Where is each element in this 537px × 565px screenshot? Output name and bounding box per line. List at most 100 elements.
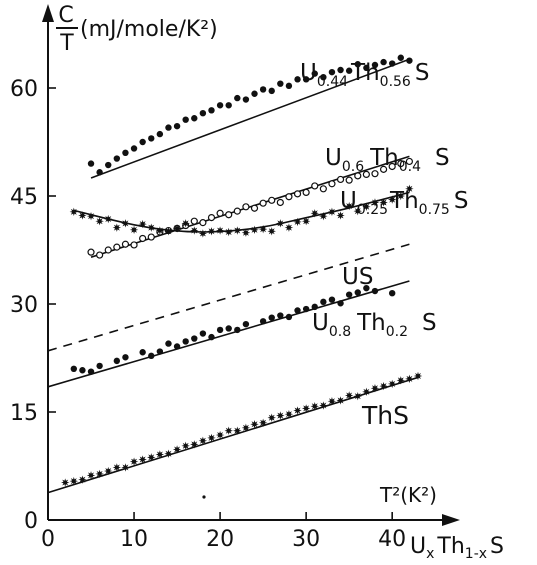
data-point-u0-8th0-2s: [294, 307, 301, 314]
data-point-u0-44th0-56s: [96, 169, 103, 176]
data-point-u0-25th0-75s: [69, 207, 79, 217]
data-point-u0-44th0-56s: [156, 130, 164, 138]
data-point-u0-8th0-2s: [139, 349, 146, 356]
data-point-u0-25th0-75s: [301, 217, 311, 226]
data-point-u0-25th0-75s: [319, 211, 328, 221]
data-point-u0-25th0-75s: [284, 223, 294, 232]
axes: [42, 4, 460, 526]
data-point-ths: [112, 463, 122, 472]
fit-line-ths: [47, 376, 419, 494]
data-point-u0-8th0-2s: [199, 330, 207, 337]
data-point-u0-44th0-56s: [251, 90, 258, 97]
data-point-u0-44th0-56s: [397, 54, 404, 61]
data-point-u0-8th0-2s: [242, 320, 250, 328]
data-point-u0-44th0-56s: [208, 107, 215, 114]
data-point-u0-44th0-56s: [285, 82, 293, 90]
data-point-u0-8th0-2s: [285, 313, 293, 321]
label-u044-th056-s: U0.44 Th0.56 S: [300, 60, 429, 90]
data-point-u0-8th0-2s: [371, 287, 379, 295]
data-point-ths: [215, 430, 225, 440]
data-point-ths: [387, 379, 397, 389]
data-point-u0-44th0-56s: [268, 87, 275, 95]
data-point-ths: [362, 387, 371, 397]
data-point-ths: [155, 450, 165, 459]
data-point-u0-6th0-4s: [233, 207, 241, 215]
data-point-u0-6th0-4s: [354, 172, 362, 180]
y-axis-label: C T (mJ/mole/K²): [56, 3, 218, 56]
data-point-u0-25th0-75s: [379, 198, 388, 207]
data-point-u0-44th0-56s: [191, 115, 198, 122]
x-tick-label: 30: [292, 527, 320, 552]
data-point-u0-25th0-75s: [155, 226, 165, 235]
y-tick-label: 60: [10, 77, 38, 102]
data-point-u0-6th0-4s: [285, 193, 293, 201]
data-point-u0-25th0-75s: [95, 217, 104, 226]
data-point-u0-44th0-56s: [294, 76, 301, 83]
data-point-u0-44th0-56s: [328, 68, 336, 76]
data-point-u0-44th0-56s: [216, 102, 224, 109]
data-point-ths: [224, 426, 233, 435]
data-point-u0-6th0-4s: [121, 240, 130, 248]
x-tick-label: 10: [120, 527, 148, 552]
data-point-u0-25th0-75s: [198, 229, 208, 238]
data-point-ths: [138, 455, 147, 464]
data-point-u0-44th0-56s: [182, 116, 189, 123]
data-point-u0-44th0-56s: [122, 149, 129, 156]
data-point-u0-25th0-75s: [405, 184, 414, 193]
data-point-u0-44th0-56s: [173, 122, 181, 130]
data-point-u0-6th0-4s: [405, 157, 413, 166]
y-label-c: C: [58, 3, 73, 28]
data-point-u0-6th0-4s: [104, 246, 112, 254]
data-point-u0-25th0-75s: [181, 219, 190, 228]
label-u08-th02-s: U0.8 Th0.2 S: [312, 310, 437, 340]
data-point-u0-8th0-2s: [268, 314, 275, 321]
label-us: US: [342, 264, 373, 290]
data-point-u0-6th0-4s: [130, 241, 138, 249]
data-point-ths: [190, 440, 199, 449]
data-point-u0-44th0-56s: [130, 145, 138, 152]
data-point-u0-44th0-56s: [199, 110, 207, 117]
data-point-u0-8th0-2s: [70, 365, 78, 372]
data-point-u0-6th0-4s: [147, 233, 155, 241]
y-label-units: (mJ/mole/K²): [80, 17, 218, 42]
data-point-ths: [284, 409, 294, 419]
data-point-ths: [353, 391, 362, 401]
data-point-u0-25th0-75s: [310, 209, 319, 218]
fit-line-u0-8th0-2s: [47, 280, 410, 388]
data-point-u0-25th0-75s: [147, 223, 156, 232]
data-point-u0-44th0-56s: [113, 155, 121, 162]
data-point-ths: [121, 463, 130, 472]
data-point-u0-44th0-56s: [242, 96, 250, 103]
data-point-u0-8th0-2s: [113, 357, 121, 365]
data-point-u0-6th0-4s: [345, 176, 353, 184]
y-label-t: T: [59, 31, 74, 56]
data-point-u0-6th0-4s: [276, 198, 284, 207]
x-tick-label: 0: [41, 527, 55, 552]
data-point-u0-6th0-4s: [225, 211, 233, 219]
data-point-u0-8th0-2s: [173, 343, 181, 350]
data-point-u0-6th0-4s: [302, 188, 310, 196]
data-point-u0-44th0-56s: [105, 161, 112, 169]
data-point-u0-25th0-75s: [86, 211, 96, 221]
data-point-u0-25th0-75s: [129, 225, 139, 235]
data-point-u0-8th0-2s: [311, 303, 318, 311]
data-point-u0-25th0-75s: [387, 195, 397, 204]
data-point-u0-25th0-75s: [353, 206, 362, 216]
data-point-ths: [78, 475, 87, 484]
data-point-u0-6th0-4s: [397, 160, 405, 168]
data-point-u0-6th0-4s: [371, 170, 379, 178]
data-point-u0-25th0-75s: [78, 211, 87, 220]
data-point-u0-6th0-4s: [113, 243, 121, 251]
data-point-ths: [405, 374, 414, 384]
data-point-u0-6th0-4s: [319, 185, 327, 193]
data-point-u0-44th0-56s: [302, 76, 310, 83]
data-point-u0-6th0-4s: [388, 162, 396, 171]
ticks: 0 10 20 30 40 0 15 30 45 60: [10, 77, 406, 552]
data-point-u0-25th0-75s: [344, 201, 354, 211]
data-point-u0-25th0-75s: [267, 227, 276, 236]
data-point-ths: [86, 471, 96, 480]
data-point-u0-25th0-75s: [121, 219, 130, 228]
data-point-u0-8th0-2s: [337, 300, 344, 307]
data-point-u0-6th0-4s: [242, 203, 250, 211]
